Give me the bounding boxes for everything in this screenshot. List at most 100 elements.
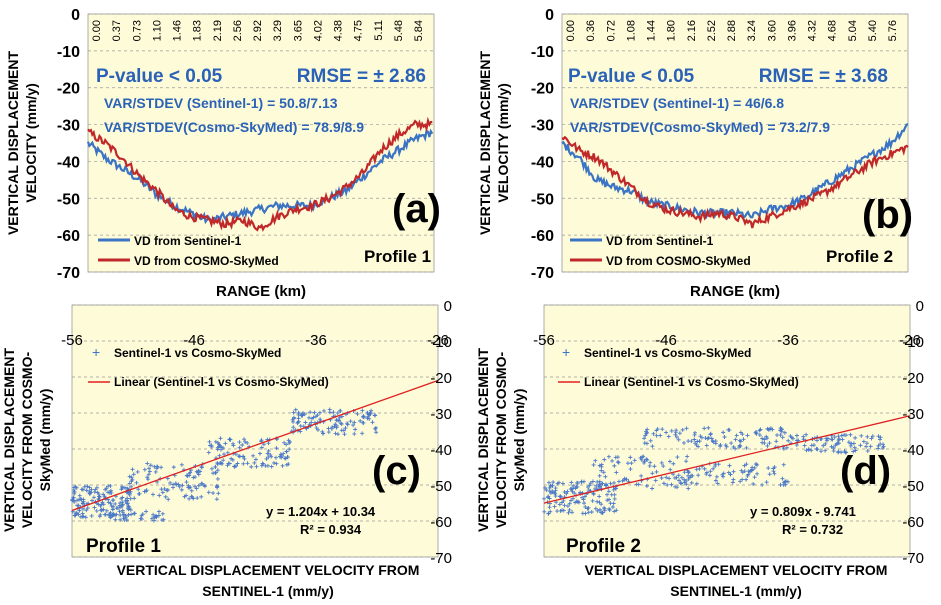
panel-b-profile: Profile 2 bbox=[826, 247, 893, 266]
scatter-point bbox=[632, 458, 637, 463]
scatter-point bbox=[824, 438, 829, 443]
scatter-point bbox=[582, 494, 587, 499]
scatter-point bbox=[823, 441, 828, 446]
scatter-point bbox=[77, 508, 82, 513]
scatter-point bbox=[336, 432, 341, 437]
scatter-point bbox=[607, 497, 612, 502]
scatter-point bbox=[338, 408, 343, 413]
scatter-point bbox=[123, 515, 128, 520]
panel-b-rmse: RMSE = ± 3.68 bbox=[759, 66, 888, 87]
scatter-point bbox=[586, 510, 591, 515]
scatter-point bbox=[215, 485, 220, 490]
scatter-point bbox=[718, 444, 723, 449]
scatter-point bbox=[836, 450, 841, 455]
scatter-point bbox=[291, 410, 296, 415]
scatter-point bbox=[333, 431, 338, 436]
scatter-point bbox=[697, 466, 702, 471]
x-tick-label: 3.29 bbox=[272, 20, 284, 41]
scatter-point bbox=[321, 408, 326, 413]
x-tick-label: 5.48 bbox=[393, 20, 405, 41]
scatter-point bbox=[160, 490, 165, 495]
scatter-point bbox=[81, 514, 86, 519]
scatter-point bbox=[97, 514, 102, 519]
panel-c-label: (c) bbox=[372, 449, 421, 493]
scatter-point bbox=[302, 412, 307, 417]
scatter-point bbox=[291, 415, 296, 420]
y-tick-label: -50 bbox=[57, 191, 80, 208]
scatter-point bbox=[755, 462, 760, 467]
panel-c-profile: Profile 1 bbox=[86, 536, 161, 557]
scatter-point bbox=[552, 504, 557, 509]
scatter-point bbox=[156, 513, 161, 518]
scatter-point bbox=[544, 488, 549, 493]
scatter-point bbox=[548, 509, 553, 514]
scatter-point bbox=[101, 492, 106, 497]
scatter-point bbox=[824, 436, 829, 441]
scatter-point bbox=[754, 429, 759, 434]
scatter-point bbox=[243, 439, 248, 444]
scatter-point bbox=[109, 514, 114, 519]
scatter-point bbox=[640, 455, 645, 460]
scatter-point bbox=[778, 433, 783, 438]
scatter-point bbox=[138, 516, 143, 521]
scatter-point bbox=[115, 506, 120, 511]
scatter-point bbox=[334, 418, 339, 423]
scatter-point bbox=[77, 493, 82, 498]
scatter-point bbox=[837, 437, 842, 442]
panel-a-pvalue: P-value < 0.05 bbox=[96, 66, 223, 87]
panel-c-legend-fit: Linear (Sentinel-1 vs Cosmo-SkyMed) bbox=[114, 375, 329, 389]
scatter-point bbox=[129, 475, 134, 480]
x-tick-label: 3.60 bbox=[766, 20, 778, 41]
scatter-point bbox=[796, 438, 801, 443]
scatter-point bbox=[308, 410, 313, 415]
scatter-point bbox=[299, 412, 304, 417]
scatter-point bbox=[859, 433, 864, 438]
panel-c-plot-area bbox=[71, 304, 439, 558]
scatter-point bbox=[145, 461, 150, 466]
linear-fit-line bbox=[543, 415, 911, 504]
scatter-point bbox=[78, 496, 83, 501]
scatter-point bbox=[560, 481, 565, 486]
scatter-point bbox=[840, 437, 845, 442]
scatter-point bbox=[265, 451, 270, 456]
panel-c-xlabel-1: VERTICAL DISPLACEMENT VELOCITY FROM bbox=[117, 562, 420, 578]
scatter-point bbox=[155, 464, 160, 469]
scatter-point bbox=[684, 459, 689, 464]
scatter-point bbox=[345, 422, 350, 427]
scatter-point bbox=[599, 510, 604, 515]
scatter-point bbox=[89, 487, 94, 492]
scatter-point bbox=[652, 464, 657, 469]
x-tick-label: 4.32 bbox=[807, 20, 819, 41]
scatter-point bbox=[217, 444, 222, 449]
scatter-point bbox=[287, 441, 292, 446]
scatter-point bbox=[853, 435, 858, 440]
scatter-point bbox=[785, 479, 790, 484]
scatter-point bbox=[612, 463, 617, 468]
scatter-point bbox=[245, 440, 250, 445]
scatter-point bbox=[767, 472, 772, 477]
x-tick-label: 2.19 bbox=[212, 20, 224, 41]
scatter-point bbox=[765, 426, 770, 431]
scatter-point bbox=[104, 486, 109, 491]
scatter-point bbox=[315, 413, 320, 418]
scatter-point bbox=[209, 443, 214, 448]
scatter-point bbox=[121, 512, 126, 517]
y-tick-label: -70 bbox=[902, 550, 924, 567]
scatter-point bbox=[615, 455, 620, 460]
scatter-point bbox=[658, 433, 663, 438]
scatter-point bbox=[708, 431, 713, 436]
scatter-point bbox=[235, 461, 240, 466]
panel-a-legend-sentinel: VD from Sentinel-1 bbox=[134, 234, 242, 248]
scatter-point bbox=[739, 468, 744, 473]
y-tick-label: -10 bbox=[57, 44, 80, 61]
scatter-point bbox=[661, 464, 666, 469]
scatter-point bbox=[781, 446, 786, 451]
scatter-point bbox=[211, 471, 216, 476]
scatter-point bbox=[865, 434, 870, 439]
scatter-point bbox=[159, 487, 164, 492]
scatter-point bbox=[266, 441, 271, 446]
scatter-point bbox=[610, 504, 615, 509]
scatter-point bbox=[659, 460, 664, 465]
scatter-point bbox=[147, 469, 152, 474]
scatter-point bbox=[660, 427, 665, 432]
